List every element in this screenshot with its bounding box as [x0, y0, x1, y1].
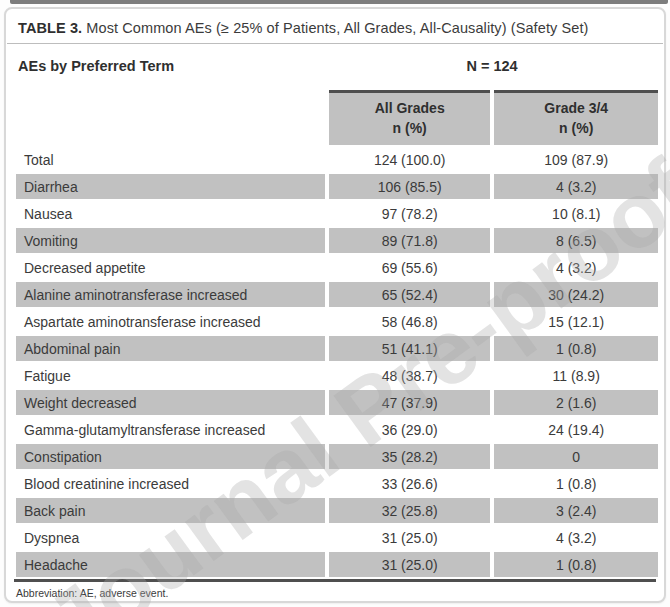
cell-all-grades: 89 (71.8)	[329, 228, 491, 253]
cell-term: Decreased appetite	[16, 255, 325, 280]
table-row: Back pain 32 (25.8) 3 (2.4)	[16, 498, 658, 523]
cell-term: Headache	[16, 552, 325, 577]
cell-grade-3-4: 1 (0.8)	[494, 552, 658, 577]
cell-grade-3-4: 8 (6.5)	[494, 228, 658, 253]
n-label: N = 124	[330, 58, 654, 74]
cell-grade-3-4: 4 (3.2)	[494, 255, 658, 280]
cell-grade-3-4: 4 (3.2)	[494, 174, 658, 199]
cell-all-grades: 124 (100.0)	[329, 147, 491, 172]
cell-term: Gamma-glutamyltransferase increased	[16, 417, 325, 442]
table-row: Decreased appetite 69 (55.6) 4 (3.2)	[16, 255, 658, 280]
cell-grade-3-4: 10 (8.1)	[494, 201, 658, 226]
cell-all-grades: 51 (41.1)	[329, 336, 491, 361]
table-row: Nausea 97 (78.2) 10 (8.1)	[16, 201, 658, 226]
table-row: Aspartate aminotransferase increased 58 …	[16, 309, 658, 334]
column-sublabel: n (%)	[329, 118, 491, 138]
cell-term: Weight decreased	[16, 390, 325, 415]
cell-all-grades: 65 (52.4)	[329, 282, 491, 307]
cell-all-grades: 48 (38.7)	[329, 363, 491, 388]
table-row: Gamma-glutamyltransferase increased 36 (…	[16, 417, 658, 442]
page: TABLE 3. Most Common AEs (≥ 25% of Patie…	[0, 0, 670, 607]
table-title: TABLE 3. Most Common AEs (≥ 25% of Patie…	[6, 9, 664, 43]
ae-table-header: All Grades n (%) Grade 3/4 n (%)	[16, 90, 658, 145]
cell-grade-3-4: 3 (2.4)	[494, 498, 658, 523]
table-row: Alanine aminotransferase increased 65 (5…	[16, 282, 658, 307]
cell-term: Aspartate aminotransferase increased	[16, 309, 325, 334]
table-row: Abdominal pain 51 (41.1) 1 (0.8)	[16, 336, 658, 361]
cell-all-grades: 97 (78.2)	[329, 201, 491, 226]
cell-grade-3-4: 109 (87.9)	[494, 147, 658, 172]
cell-term: Fatigue	[16, 363, 325, 388]
table-row: Headache 31 (25.0) 1 (0.8)	[16, 552, 658, 577]
cell-all-grades: 32 (25.8)	[329, 498, 491, 523]
column-header-all-grades: All Grades n (%)	[329, 90, 491, 145]
cell-all-grades: 33 (26.6)	[329, 471, 491, 496]
cell-term: Diarrhea	[16, 174, 325, 199]
table-row: Weight decreased 47 (37.9) 2 (1.6)	[16, 390, 658, 415]
cropped-content-edge	[10, 0, 668, 4]
cell-term: Vomiting	[16, 228, 325, 253]
cell-grade-3-4: 4 (3.2)	[494, 525, 658, 550]
cell-all-grades: 36 (29.0)	[329, 417, 491, 442]
cell-all-grades: 58 (46.8)	[329, 309, 491, 334]
cell-all-grades: 106 (85.5)	[329, 174, 491, 199]
cell-term: Total	[16, 147, 325, 172]
cell-term: Alanine aminotransferase increased	[16, 282, 325, 307]
cell-all-grades: 47 (37.9)	[329, 390, 491, 415]
table-card: TABLE 3. Most Common AEs (≥ 25% of Patie…	[4, 7, 666, 603]
table-row: Vomiting 89 (71.8) 8 (6.5)	[16, 228, 658, 253]
cell-grade-3-4: 0	[494, 444, 658, 469]
cell-grade-3-4: 11 (8.9)	[494, 363, 658, 388]
table-row: Total 124 (100.0) 109 (87.9)	[16, 147, 658, 172]
table-subheader: AEs by Preferred Term N = 124	[6, 44, 664, 88]
table-row: Diarrhea 106 (85.5) 4 (3.2)	[16, 174, 658, 199]
row-header-title: AEs by Preferred Term	[18, 58, 330, 74]
cell-term: Abdominal pain	[16, 336, 325, 361]
cell-grade-3-4: 1 (0.8)	[494, 336, 658, 361]
cell-grade-3-4: 2 (1.6)	[494, 390, 658, 415]
cell-grade-3-4: 1 (0.8)	[494, 471, 658, 496]
cell-all-grades: 31 (25.0)	[329, 552, 491, 577]
ae-table-body: Total 124 (100.0) 109 (87.9) Diarrhea 10…	[16, 147, 658, 577]
cell-grade-3-4: 24 (19.4)	[494, 417, 658, 442]
cell-term: Blood creatinine increased	[16, 471, 325, 496]
table-footnote: Abbreviation: AE, adverse event.	[6, 582, 664, 603]
column-header-grade-3-4: Grade 3/4 n (%)	[494, 90, 658, 145]
cell-term: Dyspnea	[16, 525, 325, 550]
cell-grade-3-4: 15 (12.1)	[494, 309, 658, 334]
column-sublabel: n (%)	[494, 118, 658, 138]
cell-all-grades: 35 (28.2)	[329, 444, 491, 469]
table-title-text: Most Common AEs (≥ 25% of Patients, All …	[82, 20, 588, 36]
cell-grade-3-4: 30 (24.2)	[494, 282, 658, 307]
table-title-label: TABLE 3.	[18, 20, 82, 36]
cell-term: Nausea	[16, 201, 325, 226]
header-corner-cell	[16, 90, 325, 145]
table-row: Constipation 35 (28.2) 0	[16, 444, 658, 469]
cell-all-grades: 31 (25.0)	[329, 525, 491, 550]
table-row: Fatigue 48 (38.7) 11 (8.9)	[16, 363, 658, 388]
cell-all-grades: 69 (55.6)	[329, 255, 491, 280]
cell-term: Constipation	[16, 444, 325, 469]
table-row: Blood creatinine increased 33 (26.6) 1 (…	[16, 471, 658, 496]
ae-table: All Grades n (%) Grade 3/4 n (%) Total 1…	[12, 88, 662, 579]
cell-term: Back pain	[16, 498, 325, 523]
table-row: Dyspnea 31 (25.0) 4 (3.2)	[16, 525, 658, 550]
column-label: All Grades	[329, 98, 491, 118]
column-label: Grade 3/4	[494, 98, 658, 118]
